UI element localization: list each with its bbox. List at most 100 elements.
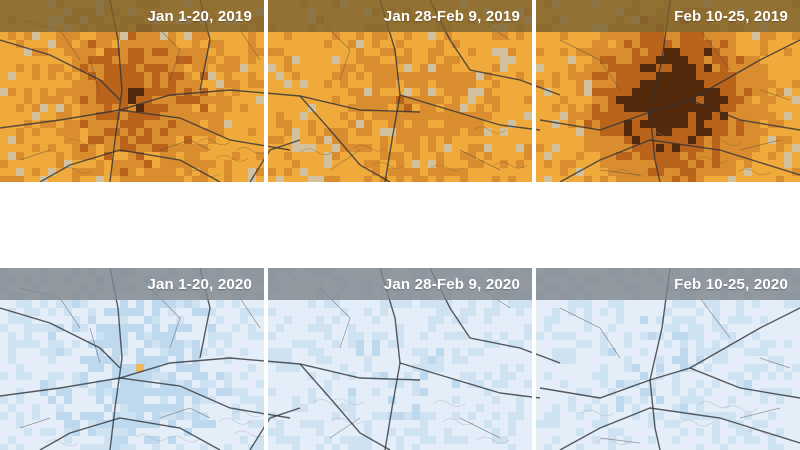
concentration-cell — [600, 56, 608, 64]
concentration-cell — [468, 128, 476, 136]
concentration-cell — [672, 152, 680, 160]
highway — [649, 111, 661, 182]
concentration-cell — [688, 160, 696, 168]
concentration-cell — [680, 176, 688, 182]
concentration-cell — [712, 48, 720, 56]
concentration-cell — [104, 64, 112, 72]
concentration-cell — [524, 112, 532, 120]
concentration-cell — [144, 372, 152, 380]
concentration-cell — [72, 380, 80, 388]
concentration-cell — [208, 112, 216, 120]
concentration-cell — [404, 48, 412, 56]
concentration-cell — [372, 168, 380, 176]
concentration-cell — [640, 104, 648, 112]
concentration-cell — [616, 428, 624, 436]
concentration-cell — [372, 316, 380, 324]
concentration-cell — [664, 420, 672, 428]
concentration-cell — [192, 80, 200, 88]
concentration-cell — [284, 64, 292, 72]
concentration-cell — [436, 48, 444, 56]
concentration-cell — [88, 168, 96, 176]
concentration-cell — [552, 404, 560, 412]
panel-caption: Feb 10-25, 2020 — [536, 268, 800, 300]
concentration-cell — [152, 176, 160, 182]
concentration-cell — [420, 176, 428, 182]
concentration-cell — [56, 88, 64, 96]
concentration-cell — [420, 128, 428, 136]
concentration-cell — [404, 80, 412, 88]
concentration-cell — [48, 120, 56, 128]
concentration-cell — [176, 88, 184, 96]
concentration-cell — [112, 340, 120, 348]
concentration-cell — [640, 72, 648, 80]
concentration-cell — [48, 372, 56, 380]
concentration-cell — [128, 380, 136, 388]
concentration-cell — [412, 412, 420, 420]
concentration-cell — [648, 112, 656, 120]
concentration-cell — [624, 104, 632, 112]
concentration-cell — [640, 372, 648, 380]
concentration-cell — [256, 152, 264, 160]
minor-road — [559, 39, 621, 91]
concentration-cell — [104, 144, 112, 152]
concentration-cell — [104, 436, 112, 444]
concentration-cell — [64, 136, 72, 144]
concentration-cell — [648, 56, 656, 64]
concentration-cell — [492, 436, 500, 444]
concentration-cell — [656, 32, 664, 40]
concentration-cell — [412, 380, 420, 388]
concentration-cell — [524, 152, 532, 160]
highway — [539, 367, 800, 399]
concentration-cell — [64, 40, 72, 48]
concentration-cell — [624, 152, 632, 160]
concentration-cell — [160, 96, 168, 104]
concentration-cell — [792, 96, 800, 104]
concentration-cell — [608, 324, 616, 332]
concentration-cell — [608, 64, 616, 72]
concentration-cell — [624, 340, 632, 348]
concentration-cell — [704, 136, 712, 144]
concentration-cell — [396, 160, 404, 168]
concentration-cell — [0, 324, 8, 332]
concentration-cell — [136, 128, 144, 136]
concentration-cell — [184, 48, 192, 56]
concentration-cell — [568, 56, 576, 64]
concentration-cell — [648, 80, 656, 88]
concentration-cell — [324, 40, 332, 48]
panel-caption: Jan 28-Feb 9, 2019 — [268, 0, 532, 32]
concentration-cell — [88, 96, 96, 104]
concentration-cell — [768, 444, 776, 450]
concentration-cell — [388, 72, 396, 80]
concentration-cell — [444, 332, 452, 340]
concentration-cell — [380, 332, 388, 340]
concentration-cell — [168, 332, 176, 340]
concentration-cell — [712, 128, 720, 136]
concentration-cell — [632, 104, 640, 112]
concentration-cell — [208, 120, 216, 128]
concentration-cell — [584, 80, 592, 88]
minor-road — [559, 307, 621, 359]
concentration-cell — [584, 340, 592, 348]
concentration-cell — [404, 96, 412, 104]
concentration-cell — [348, 412, 356, 420]
concentration-cell — [728, 40, 736, 48]
concentration-cell — [484, 340, 492, 348]
concentration-cell — [208, 40, 216, 48]
concentration-cell — [744, 380, 752, 388]
concentration-cell — [584, 104, 592, 112]
concentration-cell — [112, 160, 120, 168]
concentration-cell — [608, 428, 616, 436]
concentration-cell — [552, 308, 560, 316]
concentration-cell — [168, 88, 176, 96]
concentration-cell — [152, 316, 160, 324]
concentration-cell — [200, 160, 208, 168]
concentration-cell — [160, 136, 168, 144]
concentration-cell — [624, 160, 632, 168]
concentration-cell — [584, 300, 592, 308]
concentration-cell — [88, 356, 96, 364]
concentration-cell — [356, 348, 364, 356]
concentration-cell — [80, 48, 88, 56]
concentration-cell — [624, 380, 632, 388]
concentration-cell — [500, 436, 508, 444]
concentration-cell — [168, 152, 176, 160]
